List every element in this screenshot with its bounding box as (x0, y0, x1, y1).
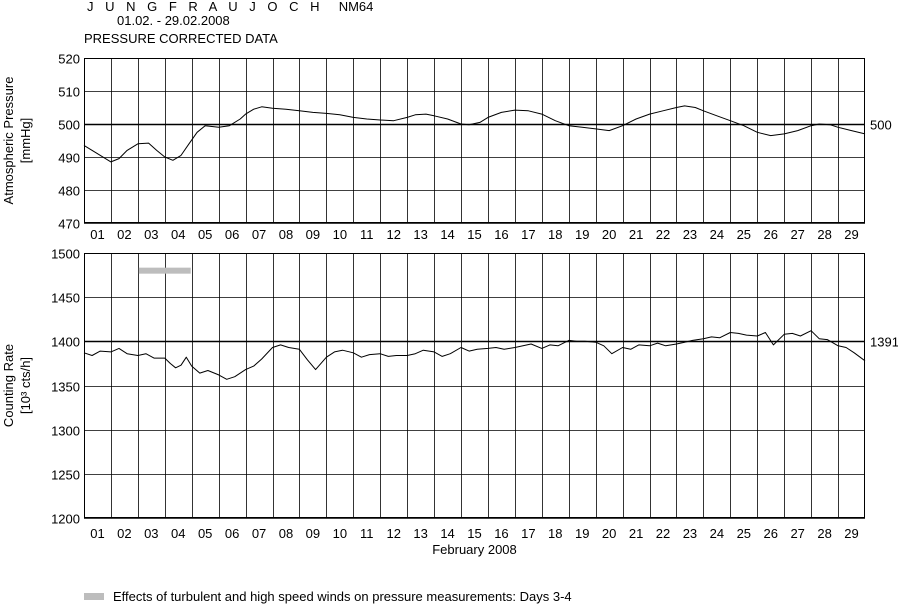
x-tick-label: 05 (198, 227, 212, 242)
x-tick-label: 23 (683, 227, 697, 242)
x-tick-label: 16 (494, 227, 508, 242)
y-tick-label: 480 (58, 184, 80, 199)
x-tick-label: 28 (817, 526, 831, 541)
x-tick-label: 25 (737, 526, 751, 541)
y-tick-label: 1500 (51, 247, 80, 262)
x-tick-label: 16 (494, 526, 508, 541)
x-tick-label: 20 (602, 227, 616, 242)
x-tick-label: 07 (252, 227, 266, 242)
x-tick-label: 01 (90, 227, 104, 242)
x-tick-label: 28 (817, 227, 831, 242)
x-tick-label: 11 (360, 526, 374, 541)
x-tick-label: 04 (171, 227, 185, 242)
chart-subtitle: PRESSURE CORRECTED DATA (84, 31, 278, 46)
x-tick-label: 02 (117, 227, 131, 242)
y-axis-title: Atmospheric Pressure (1, 77, 16, 205)
y-tick-label: 1350 (51, 380, 80, 395)
y-axis-title: Counting Rate (1, 344, 16, 427)
legend-swatch (84, 592, 104, 600)
x-tick-label: 27 (790, 227, 804, 242)
y-tick-label: 520 (58, 52, 80, 67)
x-tick-label: 04 (171, 526, 185, 541)
legend-text: Effects of turbulent and high speed wind… (113, 588, 572, 604)
x-tick-label: 12 (386, 227, 400, 242)
x-tick-label: 14 (440, 526, 454, 541)
x-tick-label: 13 (413, 227, 427, 242)
x-tick-label: 21 (629, 227, 643, 242)
x-tick-label: 08 (279, 227, 293, 242)
x-tick-label: 17 (521, 526, 535, 541)
x-tick-label: 12 (386, 526, 400, 541)
x-tick-label: 02 (117, 526, 131, 541)
x-tick-label: 22 (656, 526, 670, 541)
x-axis-title: February 2008 (432, 542, 517, 557)
x-tick-label: 05 (198, 526, 212, 541)
y-tick-label: 1200 (51, 512, 80, 527)
y-axis-unit: [10³ cts/h] (18, 357, 33, 414)
x-tick-label: 10 (333, 526, 347, 541)
y-tick-label: 1250 (51, 468, 80, 483)
y-tick-label: 1400 (51, 335, 80, 350)
station-code: NM64 (338, 0, 374, 14)
x-tick-label: 11 (360, 227, 374, 242)
x-tick-label: 10 (333, 227, 347, 242)
x-tick-label: 18 (548, 227, 562, 242)
x-tick-label: 24 (710, 227, 724, 242)
x-tick-label: 24 (710, 526, 724, 541)
plot-frame (84, 253, 865, 518)
x-tick-label: 06 (225, 526, 239, 541)
legend: Effects of turbulent and high speed wind… (84, 588, 572, 604)
x-tick-label: 15 (467, 227, 481, 242)
panel-pressure: 470 480 490 500 510 520 01 02 03 04 05 06 07 08 09 10 11… (1, 52, 892, 243)
plot-frame (84, 58, 865, 223)
x-tick-label: 01 (90, 526, 104, 541)
y-tick-label: 490 (58, 151, 80, 166)
y-tick-label: 1450 (51, 291, 80, 306)
x-tick-label: 23 (683, 526, 697, 541)
x-tick-label: 14 (440, 227, 454, 242)
series-line-counting_rate (83, 330, 866, 380)
series-line-pressure (83, 105, 866, 163)
x-tick-label: 29 (844, 227, 858, 242)
station-name: J U N G F R A U J O C H (87, 0, 324, 14)
y-tick-label: 500 (58, 118, 80, 133)
x-tick-label: 26 (764, 526, 778, 541)
x-tick-label: 09 (306, 227, 320, 242)
x-tick-label: 25 (737, 227, 751, 242)
x-tick-label: 07 (252, 526, 266, 541)
x-tick-label: 03 (144, 526, 158, 541)
x-tick-label: 15 (467, 526, 481, 541)
y-tick-label: 1300 (51, 424, 80, 439)
y-tick-label: 470 (58, 217, 80, 232)
x-tick-label: 20 (602, 526, 616, 541)
x-tick-label: 03 (144, 227, 158, 242)
reference-label: 1391 (870, 335, 898, 350)
x-tick-label: 06 (225, 227, 239, 242)
highlight-bar (138, 267, 191, 274)
panel-counting_rate: 1200 1250 1300 1350 1400 1450 1500 01 02 03 04 05 06… (1, 247, 898, 558)
x-tick-label: 08 (279, 526, 293, 541)
x-tick-label: 29 (844, 526, 858, 541)
chart-title: J U N G F R A U J O C H NM64 (87, 0, 373, 13)
x-tick-label: 19 (575, 526, 589, 541)
y-axis-unit: [mmHg] (18, 118, 33, 164)
y-tick-label: 510 (58, 85, 80, 100)
x-tick-label: 27 (790, 526, 804, 541)
x-tick-label: 19 (575, 227, 589, 242)
reference-label: 500 (870, 118, 892, 133)
x-tick-label: 09 (306, 526, 320, 541)
x-tick-label: 21 (629, 526, 643, 541)
x-tick-label: 22 (656, 227, 670, 242)
x-tick-label: 26 (764, 227, 778, 242)
date-range: 01.02. - 29.02.2008 (117, 13, 230, 28)
x-tick-label: 13 (413, 526, 427, 541)
x-tick-label: 17 (521, 227, 535, 242)
x-tick-label: 18 (548, 526, 562, 541)
